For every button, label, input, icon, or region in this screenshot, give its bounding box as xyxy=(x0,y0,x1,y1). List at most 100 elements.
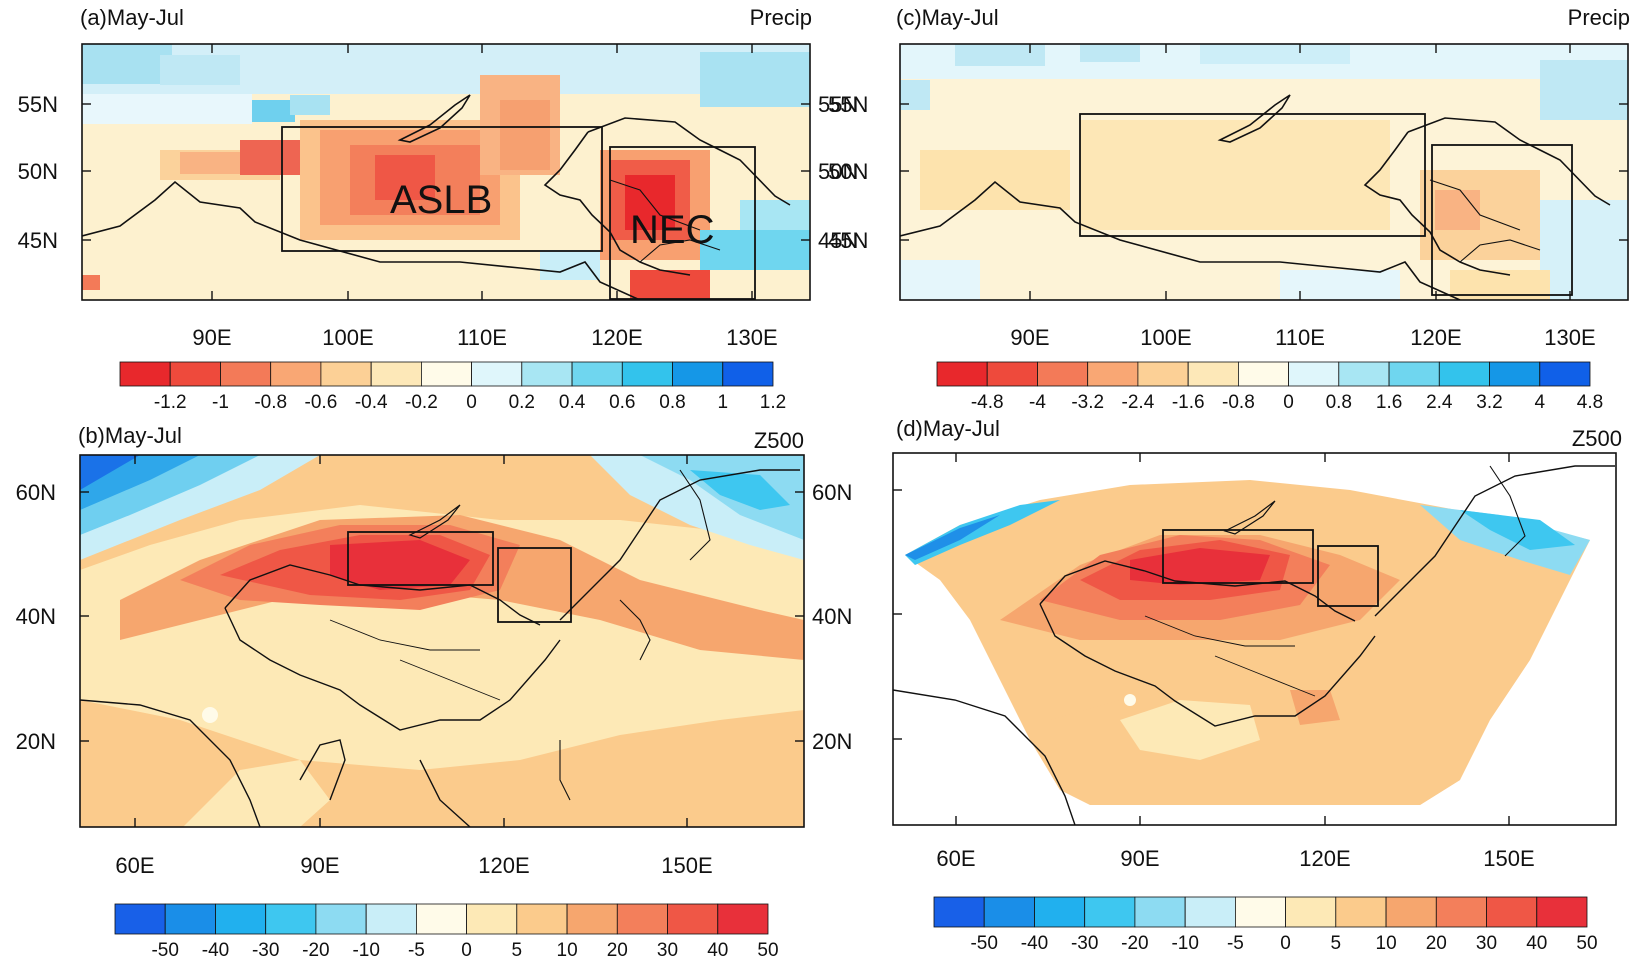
panel-c: (c)May-Jul Precip 90E 100E 110E 120E 130… xyxy=(828,5,1630,413)
colorbar-label: 50 xyxy=(757,940,778,960)
colorbar-c: -4.8 -4 -3.2 -2.4 -1.6 -0.8 0 0.8 1.6 2.4 3.2 4 4.8 xyxy=(936,361,1603,413)
region-box-aslb-d xyxy=(1162,529,1314,584)
y-tick-label: 55N xyxy=(18,92,58,117)
colorbar-swatch xyxy=(1385,896,1437,928)
colorbar-label: -0.6 xyxy=(305,392,338,413)
region-box-aslb-b xyxy=(347,531,494,586)
colorbar-label: 5 xyxy=(512,940,523,960)
y-tick-label: 60N xyxy=(16,480,56,505)
colorbar-swatch xyxy=(215,903,267,935)
x-tick-labels-c: 90E 100E 110E 120E 130E xyxy=(1010,325,1595,350)
colorbar-label: -50 xyxy=(151,940,178,960)
region-box-aslb-a xyxy=(281,126,603,252)
map-lines-a xyxy=(82,94,791,300)
colorbar-label: 0 xyxy=(1280,933,1291,954)
colorbar-swatch xyxy=(521,361,573,387)
colorbar-label: -5 xyxy=(408,940,425,960)
y-tick-label: 20N xyxy=(16,729,56,754)
x-tick-label: 60E xyxy=(936,846,975,871)
colorbar-swatch xyxy=(1238,361,1290,387)
x-tick-labels-d: 60E 90E 120E 150E xyxy=(936,846,1534,871)
colorbar-swatch xyxy=(1034,896,1086,928)
colorbar-swatch xyxy=(119,361,171,387)
colorbar-swatch xyxy=(1438,361,1490,387)
colorbar-label: -2.4 xyxy=(1122,392,1155,413)
colorbar-swatch xyxy=(1184,896,1236,928)
y-tick-label: 55N xyxy=(818,92,858,117)
colorbar-label: 2.4 xyxy=(1426,392,1453,413)
colorbar-b: -50 -40 -30 -20 -10 -5 0 5 10 20 30 40 50 xyxy=(114,903,779,960)
panel-a: ASLB NEC (a)May-Jul Precip 90E 100E 110E… xyxy=(18,5,859,413)
colorbar-label: 0.8 xyxy=(659,392,685,413)
colorbar-swatch xyxy=(114,903,166,935)
panel-variable-c: Precip xyxy=(1568,5,1630,30)
colorbar-label: -0.4 xyxy=(355,392,388,413)
ticks-c xyxy=(900,44,1628,300)
x-tick-label: 150E xyxy=(1483,846,1534,871)
y-tick-labels-c: 55N 50N 45N xyxy=(828,92,868,253)
y-tick-labels-left-b: 60N 40N 20N xyxy=(16,480,56,754)
colorbar-swatch xyxy=(270,361,322,387)
colorbar-label: 0 xyxy=(1283,392,1294,413)
y-tick-label: 40N xyxy=(812,604,852,629)
colorbar-label: -3.2 xyxy=(1071,392,1104,413)
x-tick-label: 120E xyxy=(1410,325,1461,350)
colorbar-swatch xyxy=(1087,361,1139,387)
colorbar-swatch xyxy=(1134,896,1186,928)
colorbar-d: -50 -40 -30 -20 -10 -5 0 5 10 20 30 40 50 xyxy=(933,896,1598,954)
colorbar-swatch xyxy=(1037,361,1089,387)
x-tick-label: 130E xyxy=(726,325,777,350)
region-box-nec-d xyxy=(1317,545,1379,607)
plot-frame-c xyxy=(899,43,1629,301)
x-tick-label: 60E xyxy=(115,853,154,878)
colorbar-swatch xyxy=(1539,361,1591,387)
colorbar-label: 30 xyxy=(1476,933,1497,954)
colorbar-label: 1 xyxy=(718,392,729,413)
colorbar-swatch xyxy=(722,361,774,387)
x-tick-label: 110E xyxy=(457,325,507,350)
colorbar-label: -30 xyxy=(1071,933,1098,954)
colorbar-swatch xyxy=(1486,896,1538,928)
panel-variable-d: Z500 xyxy=(1572,426,1622,451)
colorbar-label: 50 xyxy=(1576,933,1597,954)
panel-title-a: (a)May-Jul xyxy=(80,5,184,30)
y-tick-label: 45N xyxy=(828,228,868,253)
colorbar-label: 5 xyxy=(1331,933,1342,954)
colorbar-swatch xyxy=(415,903,467,935)
colorbar-swatch xyxy=(516,903,568,935)
y-tick-labels-left-a: 55N 50N 45N xyxy=(18,92,58,253)
colorbar-a: -1.2 -1 -0.8 -0.6 -0.4 -0.2 0 0.2 0.4 0.6 0.8 1 1.2 xyxy=(119,361,786,413)
z500-field-d xyxy=(893,453,1616,825)
colorbar-label: 0.6 xyxy=(609,392,635,413)
colorbar-swatch xyxy=(471,361,523,387)
panel-d: (d)May-Jul Z500 60E 90E 120E 150E -50 -40… xyxy=(892,416,1622,954)
x-tick-label: 90E xyxy=(192,325,231,350)
x-tick-label: 100E xyxy=(1140,325,1191,350)
colorbar-swatch xyxy=(621,361,673,387)
y-tick-label: 45N xyxy=(18,228,58,253)
colorbar-label: 1.6 xyxy=(1376,392,1402,413)
x-tick-label: 90E xyxy=(1010,325,1049,350)
colorbar-label: -20 xyxy=(1121,933,1148,954)
y-tick-labels-right-a: 55N 50N 45N xyxy=(818,92,858,253)
y-tick-label: 45N xyxy=(818,228,858,253)
x-tick-label: 120E xyxy=(478,853,529,878)
colorbar-label: -4.8 xyxy=(971,392,1004,413)
colorbar-swatch xyxy=(1536,896,1588,928)
colorbar-label: -40 xyxy=(1021,933,1048,954)
colorbar-swatch xyxy=(1285,896,1337,928)
ticks-d xyxy=(893,453,1510,825)
colorbar-swatch xyxy=(315,903,367,935)
y-tick-label: 60N xyxy=(812,480,852,505)
colorbar-swatch xyxy=(466,903,518,935)
y-tick-label: 20N xyxy=(812,729,852,754)
colorbar-label: 3.2 xyxy=(1476,392,1502,413)
x-tick-labels-a: 90E 100E 110E 120E 130E xyxy=(192,325,777,350)
plot-frame-a xyxy=(81,43,811,301)
colorbar-swatch xyxy=(616,903,668,935)
colorbar-label: -50 xyxy=(970,933,997,954)
x-tick-label: 110E xyxy=(1275,325,1325,350)
colorbar-swatch xyxy=(164,903,216,935)
colorbar-swatch xyxy=(936,361,988,387)
